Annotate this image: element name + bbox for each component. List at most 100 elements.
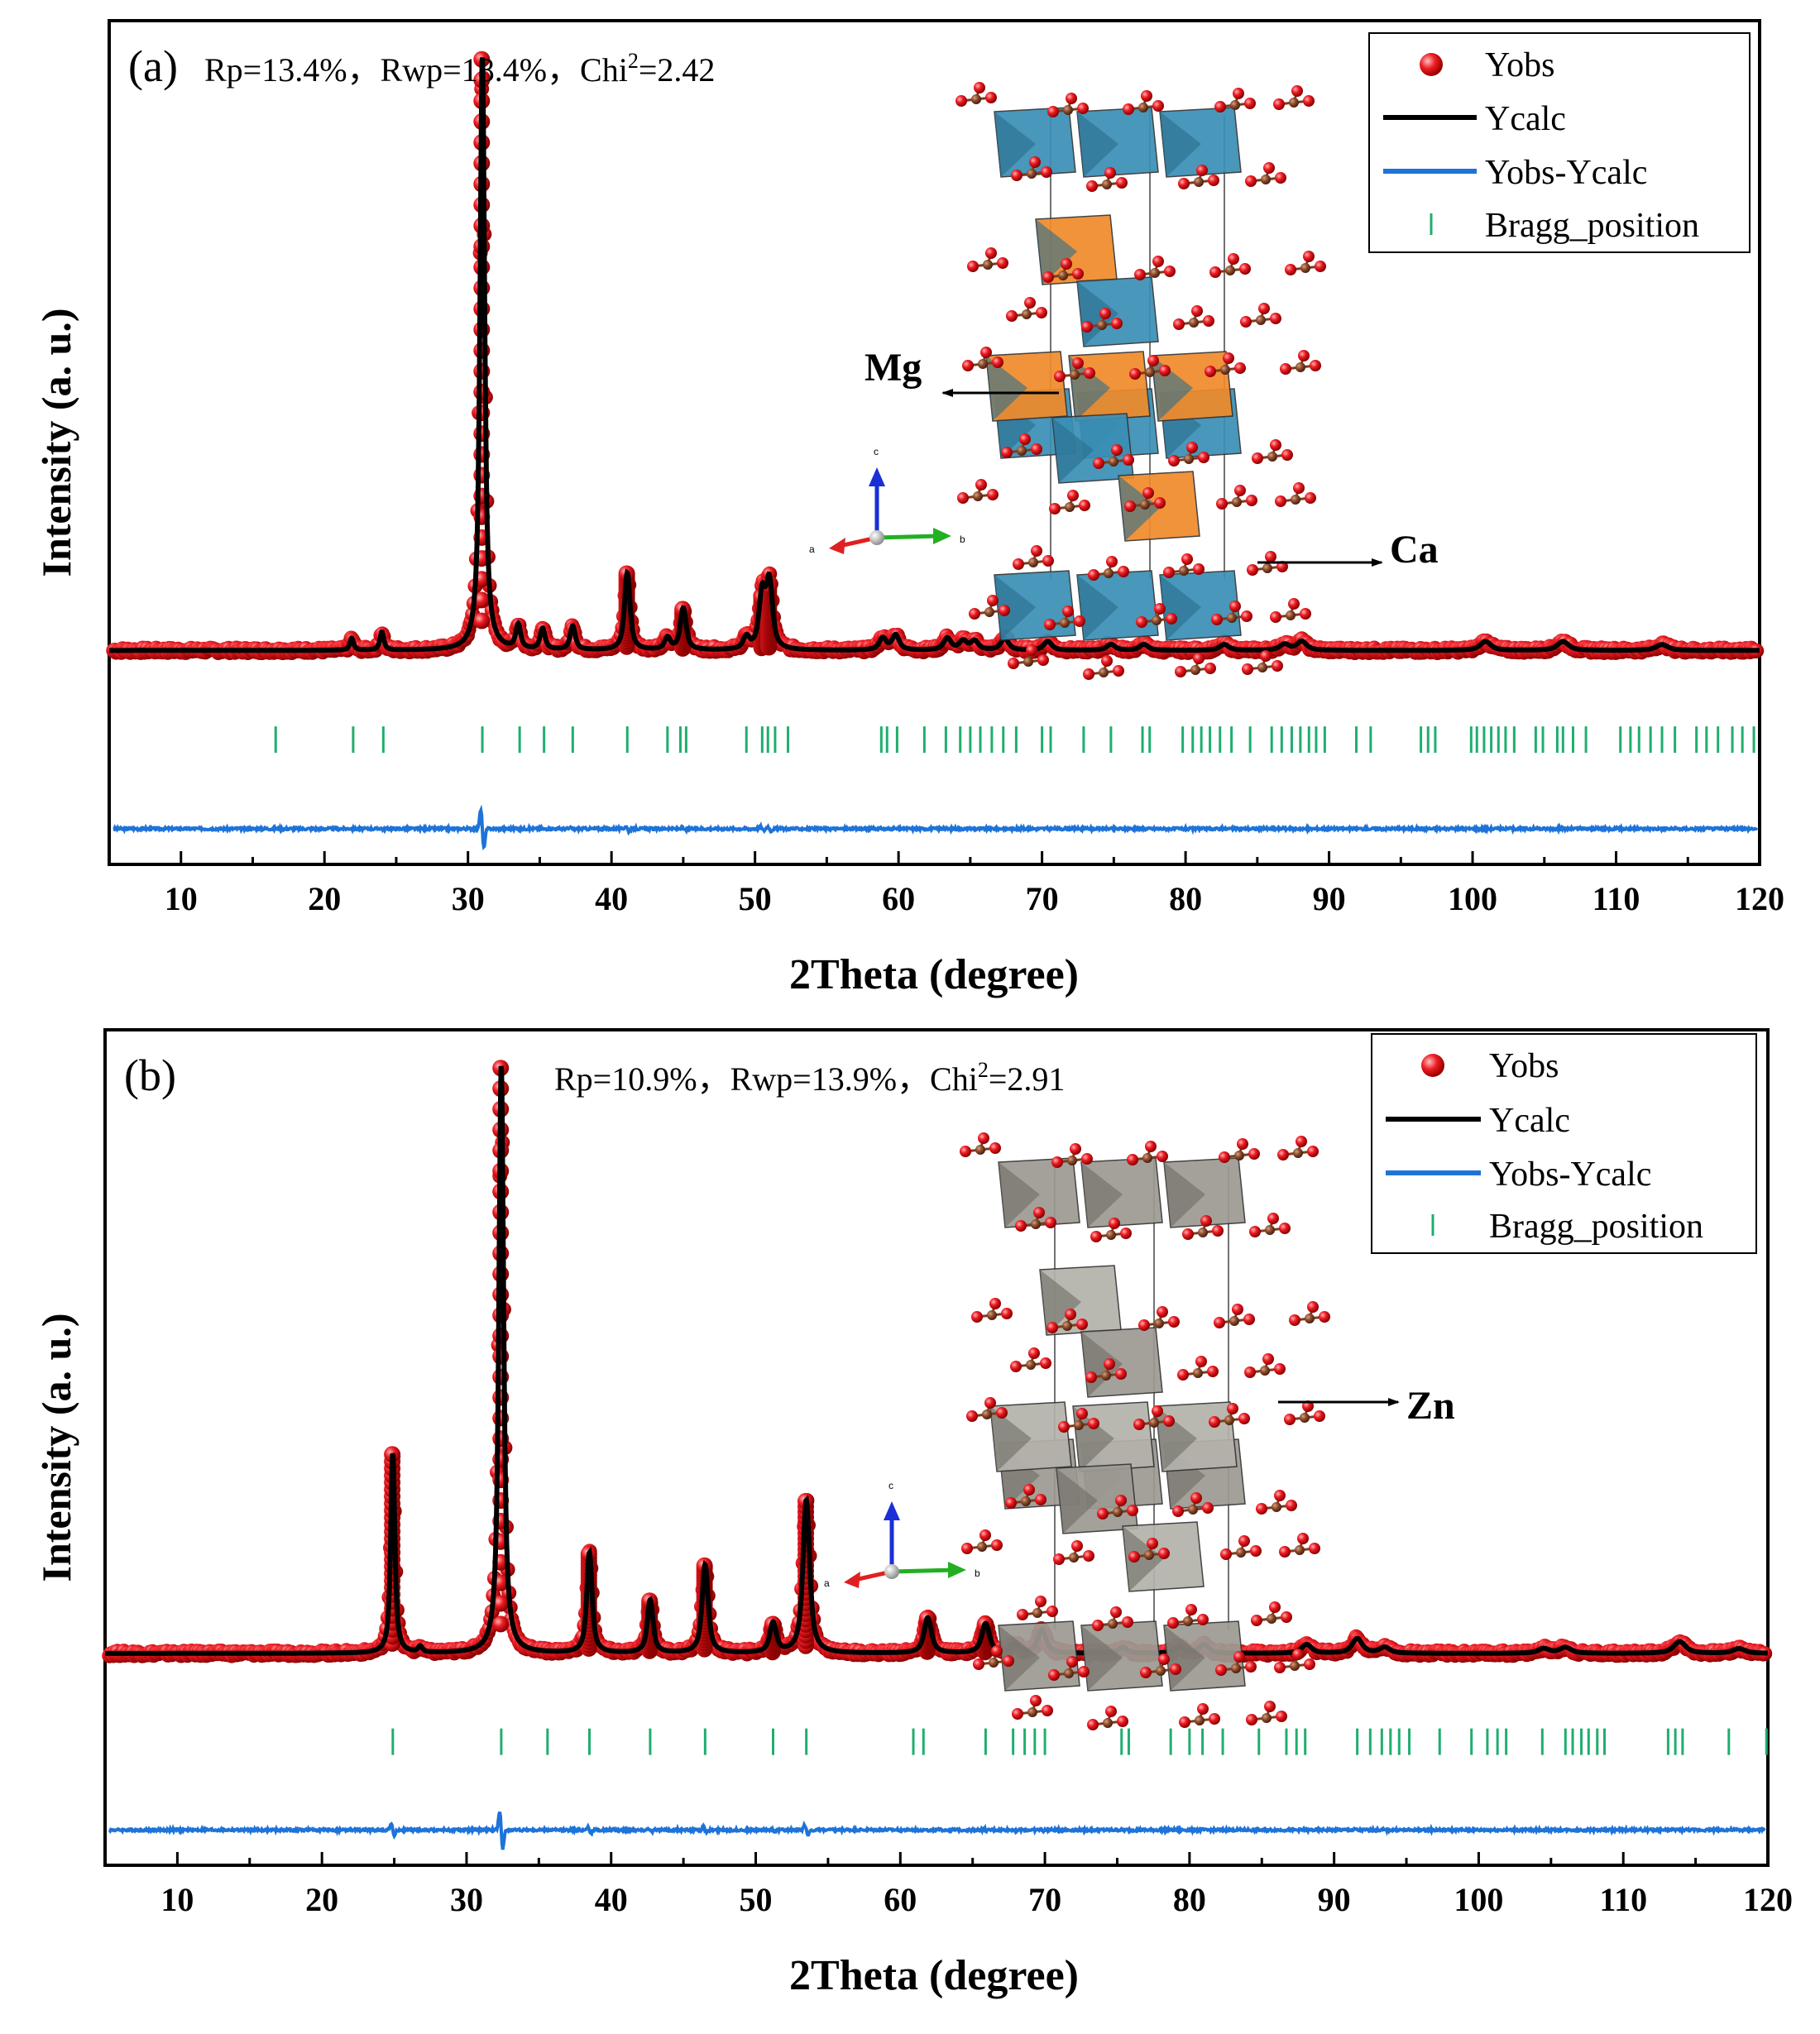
carbon-atom	[1183, 1616, 1193, 1626]
carbon-atom	[1150, 268, 1160, 278]
oxygen-atom	[1207, 1366, 1219, 1377]
x-tick-label: 120	[1735, 880, 1784, 917]
chi-label: Chi	[580, 51, 628, 89]
oxygen-atom	[1046, 1322, 1058, 1333]
oxygen-atom	[1270, 611, 1281, 623]
carbon-atom	[1305, 1314, 1315, 1323]
oxygen-atom	[1017, 1609, 1028, 1620]
oxygen-atom	[1066, 93, 1077, 104]
oxygen-atom	[1036, 307, 1047, 318]
oxygen-atom	[1084, 367, 1095, 379]
oxygen-atom	[1269, 1601, 1281, 1613]
yobs-point	[473, 612, 491, 629]
carbon-atom	[1106, 1230, 1116, 1240]
oxygen-atom	[1105, 1706, 1117, 1717]
oxygen-atom	[1193, 653, 1205, 664]
oxygen-atom	[1185, 1604, 1197, 1615]
oxygen-atom	[1303, 251, 1315, 262]
mg-label: Mg	[864, 346, 922, 390]
yobs-point	[492, 1615, 510, 1633]
carbon-atom	[1058, 270, 1068, 280]
oxygen-atom	[1111, 444, 1123, 456]
oxygen-atom	[1090, 1231, 1102, 1242]
oxygen-atom	[1205, 366, 1216, 377]
oxygen-atom	[1008, 658, 1019, 669]
oxygen-atom	[1252, 452, 1263, 464]
carbon-atom	[1032, 1608, 1042, 1618]
oxygen-atom	[1248, 1148, 1260, 1160]
oxygen-atom	[1092, 1620, 1104, 1631]
b-axis	[891, 1567, 955, 1574]
oxygen-atom	[1223, 352, 1234, 364]
carbon-atom	[989, 1658, 999, 1668]
oxygen-atom	[1285, 264, 1296, 275]
oxygen-atom	[1037, 654, 1049, 666]
x-tick-label: 40	[595, 880, 628, 917]
oxygen-atom	[997, 257, 1008, 269]
oxygen-atom	[1229, 601, 1241, 612]
carbon-atom	[1145, 367, 1155, 377]
oxygen-atom	[1197, 1614, 1209, 1625]
oxygen-atom	[966, 1410, 978, 1422]
oxygen-atom	[1045, 1217, 1056, 1228]
oxygen-atom	[987, 489, 999, 500]
y-axis-label: Intensity (a. u.)	[33, 308, 79, 577]
oxygen-atom	[1005, 1497, 1017, 1509]
c-label: c	[874, 446, 879, 457]
yobs-marker-icon	[1421, 1054, 1444, 1077]
oxygen-atom	[1310, 360, 1321, 371]
oxygen-atom	[969, 608, 980, 620]
oxygen-atom	[1198, 452, 1209, 463]
carbon-atom	[1142, 1153, 1152, 1163]
oxygen-atom	[1296, 1136, 1307, 1147]
carbon-atom	[1067, 1156, 1077, 1165]
oxygen-atom	[1157, 1306, 1168, 1318]
oxygen-atom	[1175, 666, 1186, 677]
oxygen-atom	[1011, 170, 1023, 181]
legend-yobs: Yobs	[1489, 1047, 1559, 1085]
carbon-atom	[1063, 105, 1073, 115]
oxygen-atom	[1061, 258, 1072, 270]
carbon-atom	[1099, 668, 1109, 677]
oxygen-atom	[1086, 180, 1098, 192]
carbon-atom	[1074, 1420, 1084, 1430]
oxygen-atom	[1274, 1490, 1286, 1501]
oxygen-atom	[1270, 439, 1281, 451]
x-tick-label: 120	[1743, 1881, 1793, 1918]
oxygen-atom	[1208, 175, 1219, 186]
oxygen-atom	[1040, 1357, 1051, 1369]
oxygen-atom	[1122, 1616, 1133, 1628]
oxygen-atom	[1138, 1319, 1150, 1331]
oxygen-atom	[1262, 1353, 1274, 1365]
oxygen-atom	[1173, 318, 1185, 330]
carbon-atom	[1194, 177, 1204, 187]
oxygen-atom	[1203, 315, 1214, 327]
carbon-atom	[1293, 1148, 1303, 1158]
carbon-atom	[1069, 1553, 1079, 1563]
carbon-atom	[1295, 1545, 1305, 1555]
c-axis-head	[869, 467, 885, 486]
oxygen-atom	[1177, 1369, 1189, 1381]
oxygen-atom	[1307, 1146, 1319, 1157]
rwp-value: Rwp=18.4%，	[381, 51, 580, 89]
x-tick-label: 10	[160, 1881, 194, 1918]
c-axis-head	[884, 1501, 900, 1520]
oxygen-atom	[1042, 555, 1054, 567]
origin-atom	[884, 1564, 899, 1579]
x-axis: 10 20 30 40 50 60 70 80 90 100 110 120	[108, 851, 1784, 917]
oxygen-atom	[1191, 305, 1203, 317]
oxygen-atom	[1104, 1358, 1115, 1370]
oxygen-atom	[1286, 1500, 1297, 1511]
oxygen-atom	[1074, 615, 1085, 627]
carbon-atom	[1265, 1225, 1275, 1235]
oxygen-atom	[1167, 1617, 1179, 1629]
oxygen-atom	[1275, 495, 1286, 507]
oxygen-atom	[1256, 1503, 1267, 1515]
oxygen-atom	[1232, 1304, 1243, 1315]
oxygen-atom	[962, 360, 974, 371]
oxygen-atom	[1049, 503, 1061, 514]
oxygen-atom	[1019, 433, 1031, 445]
oxygen-atom	[1077, 103, 1089, 114]
oxygen-atom	[1193, 563, 1205, 575]
oxygen-atom	[1281, 1611, 1292, 1623]
